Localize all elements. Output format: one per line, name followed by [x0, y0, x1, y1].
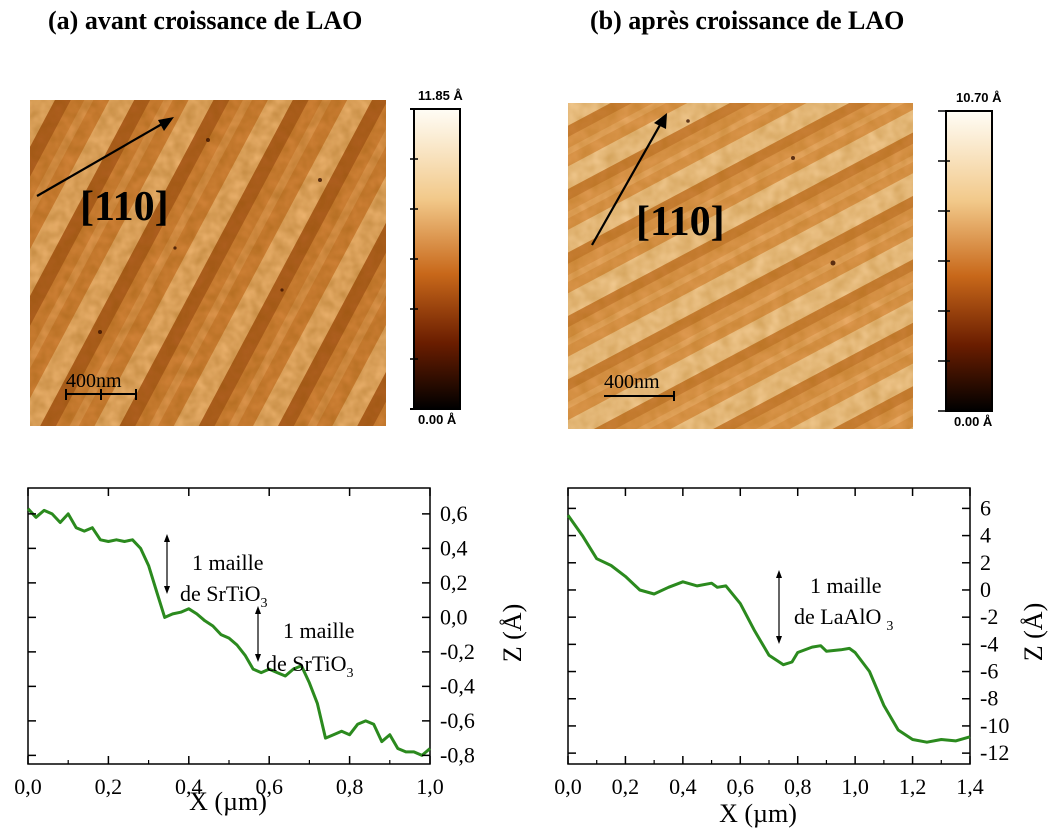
scale-bar-label-a: 400nm — [66, 370, 122, 392]
y-axis-label-a: Z (Å) — [498, 604, 527, 662]
direction-arrow-a — [36, 117, 174, 197]
chartB-ytick-label: 0 — [980, 577, 991, 602]
chartA-ytick-label: 0,4 — [440, 535, 468, 560]
chartB-profile-line — [566, 514, 971, 744]
scale-bar-label-b: 400nm — [604, 371, 660, 393]
chartB-xtick-label: 0,6 — [727, 774, 755, 799]
direction-label-b: [110] — [636, 199, 725, 245]
chartA-ytick-label: -0,8 — [440, 742, 475, 767]
chartB-ytick-label: -12 — [980, 740, 1009, 765]
chartB-ytick-label: -10 — [980, 713, 1009, 738]
chartA-xtick-label: 1,0 — [416, 774, 444, 799]
chartB-ytick-label: -2 — [980, 604, 998, 629]
chartB-ytick-label: -6 — [980, 659, 998, 684]
chartB-xtick-label: 0,8 — [784, 774, 812, 799]
chartB-ytick-label: -4 — [980, 631, 998, 656]
profile-chart-a: 0,0 0,2 0,4 0,6 0,8 1,0 0,6 0,4 0,2 0,0 -0,2 -0,4 -… — [14, 487, 527, 816]
chartB-xtick-label: 0,0 — [554, 774, 582, 799]
chartB-xtick-label: 0,4 — [669, 774, 697, 799]
chartA-xtick-label: 0,8 — [336, 774, 364, 799]
y-axis-label-b: Z (Å) — [1019, 603, 1048, 661]
chartB-plot-frame — [567, 487, 971, 765]
afm-image-b — [568, 103, 913, 429]
annotation-a1-line1: 1 maille — [192, 550, 263, 575]
colorbar-max-label-a: 11.85 Å — [418, 88, 463, 103]
chartB-xtick-label: 0,2 — [612, 774, 640, 799]
panel-b-title: (b) après croissance de LAO — [590, 6, 905, 35]
chartA-ytick-label: -0,6 — [440, 708, 475, 733]
chartB-ytick-label: 4 — [980, 523, 991, 548]
chartA-ytick-label: 0,2 — [440, 570, 468, 595]
annotation-a2-line2: de SrTiO3 — [266, 651, 354, 681]
chartA-xtick-label: 0,4 — [175, 774, 203, 799]
colorbar-b — [938, 110, 993, 412]
direction-label-a: [110] — [80, 184, 169, 230]
x-axis-label-b: X (µm) — [719, 799, 797, 828]
profile-chart-b: 0,0 0,2 0,4 0,6 0,8 1,0 1,2 1,4 6 420-2-4 -6-8-10… — [554, 487, 1048, 828]
chartA-ytick-label: 0,6 — [440, 501, 468, 526]
scale-bar-b — [604, 391, 675, 401]
chartB-ytick-label: -8 — [980, 686, 998, 711]
panel-a-title: (a) avant croissance de LAO — [48, 6, 363, 35]
chartA-ytick-label: -0,2 — [440, 639, 475, 664]
chartB-ytick-label: 2 — [980, 550, 991, 575]
chartA-profile-line — [26, 507, 431, 757]
direction-arrow-b — [591, 113, 667, 246]
annotation-a2-line1: 1 maille — [283, 618, 354, 643]
annotation-a1-line2: de SrTiO3 — [180, 581, 268, 611]
colorbar-max-label-b: 10.70 Å — [956, 90, 1002, 105]
chartB-xtick-label: 1,4 — [956, 774, 984, 799]
colorbar-min-label-b: 0.00 Å — [954, 414, 993, 429]
chartB-ytick-label: 6 — [980, 495, 991, 520]
chartA-xtick-label: 0,2 — [95, 774, 123, 799]
scale-bar-a — [65, 389, 137, 400]
annotation-b1-line2: de LaAlO 3 — [794, 604, 893, 634]
chartA-xtick-label: 0,0 — [14, 774, 42, 799]
colorbar-min-label-a: 0.00 Å — [418, 412, 457, 427]
afm-image-a — [30, 100, 386, 426]
chartA-ytick-label: -0,4 — [440, 673, 475, 698]
x-axis-label-a: X (µm) — [189, 787, 267, 816]
chartA-ytick-label: 0,0 — [440, 604, 468, 629]
annotation-b1-line1: 1 maille — [810, 573, 881, 598]
colorbar-a — [410, 108, 461, 410]
chartA-xtick-label: 0,6 — [255, 774, 283, 799]
chartB-xtick-label: 1,0 — [841, 774, 869, 799]
chartB-xtick-label: 1,2 — [899, 774, 927, 799]
